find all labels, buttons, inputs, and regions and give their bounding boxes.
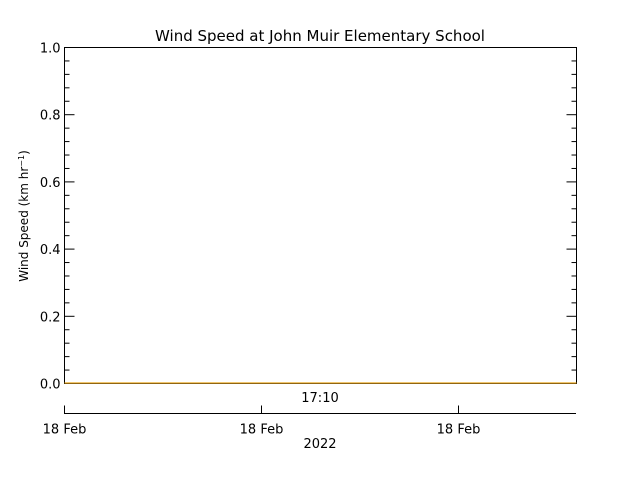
y-tick-label: 0.2 — [40, 310, 61, 325]
y-tick-label: 0.6 — [40, 176, 61, 191]
y-tick-label: 0.0 — [40, 378, 61, 393]
y-axis-label-close: ) — [17, 150, 31, 155]
y-axis-label-text: Wind Speed (km hr — [17, 167, 31, 282]
date-axis-ticks: 18 Feb 18 Feb 18 Feb — [43, 405, 481, 438]
date-tick-label: 18 Feb — [43, 423, 87, 438]
time-axis-label: 17:10 — [301, 391, 338, 406]
y-tick-label: 1.0 — [40, 42, 61, 57]
y-axis-ticks: 0.0 0.2 0.4 0.6 0.8 1.0 — [40, 42, 577, 393]
chart-title: Wind Speed at John Muir Elementary Schoo… — [155, 27, 485, 45]
date-tick-label: 18 Feb — [437, 423, 481, 438]
y-axis-label: Wind Speed (km hr−1) — [17, 150, 32, 282]
plot-frame — [64, 47, 577, 384]
date-tick-label: 18 Feb — [240, 423, 284, 438]
year-label: 2022 — [303, 437, 336, 452]
y-tick-label: 0.4 — [40, 243, 61, 258]
y-tick-label: 0.8 — [40, 109, 61, 124]
y-axis-label-exponent: −1 — [17, 155, 26, 167]
